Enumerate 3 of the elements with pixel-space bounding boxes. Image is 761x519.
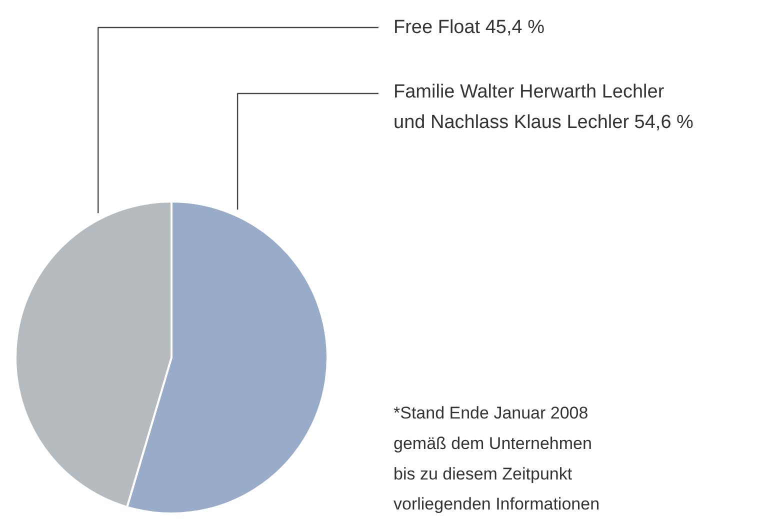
slice-label: Free Float 45,4 % — [394, 17, 545, 38]
slice-label: Familie Walter Herwarth Lechler und Nachlass Klaus Lechler 54,6 % — [394, 82, 694, 133]
text: *Stand Ende Januar 2008 gemäß dem Unternehmen bis zu diesem Zeitpunkt vorliegenden Informationen — [394, 404, 600, 514]
